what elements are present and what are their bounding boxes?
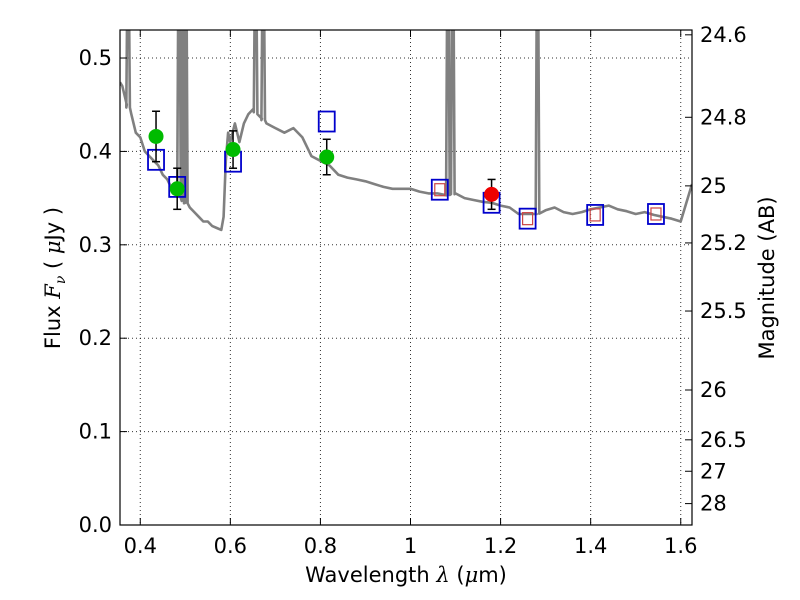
y2-tick-label: 25	[700, 174, 727, 198]
model-photometry-box	[317, 110, 336, 133]
model-photometry-inner-box	[650, 207, 662, 221]
plot-frame	[119, 29, 693, 526]
y2-tick-label: 28	[700, 492, 727, 516]
model-photometry-box	[586, 204, 605, 226]
y-tick-label: 0.2	[79, 326, 112, 350]
y2-tick-label: 25.2	[700, 231, 747, 255]
model-spectrum-line	[120, 30, 692, 232]
y2-axis-label: Magnitude (AB)	[755, 196, 779, 359]
highlighted-point	[484, 186, 500, 202]
x-tick-label: 1.2	[484, 534, 517, 558]
model-photometry-box	[647, 203, 665, 225]
y-tick-label: 0.1	[79, 420, 112, 444]
x-tick-label: 0.6	[214, 534, 247, 558]
y2-tick-label: 24.8	[700, 105, 747, 129]
observed-point	[225, 142, 241, 158]
model-photometry-box	[430, 178, 449, 201]
model-photometry-inner-box	[434, 183, 446, 197]
y2-tick-label: 26.5	[700, 428, 747, 452]
x-tick-label: 1	[404, 534, 417, 558]
y-tick-label: 0.0	[79, 513, 112, 537]
y-tick-label: 0.3	[79, 233, 112, 257]
y2-tick-label: 25.5	[700, 299, 747, 323]
ticks: 0.4 0.6 0.8 1 1.2 1.4 1.6 0.0 0.1 0.2 0.3 0.4 0.5 24.…	[79, 23, 747, 558]
y2-tick-label: 27	[700, 459, 727, 483]
y-axis-label: Flux Fν ( μJy )	[41, 207, 69, 349]
model-photometry-box	[518, 207, 537, 230]
y2-tick-label: 26	[700, 378, 727, 402]
x-axis-label: Wavelength λ (μm)	[305, 563, 507, 587]
model-photometry-inner-box	[589, 208, 601, 222]
model-photometry-inner-box	[522, 212, 534, 226]
x-tick-label: 1.6	[664, 534, 697, 558]
x-tick-label: 0.8	[304, 534, 337, 558]
observed-point	[319, 149, 335, 165]
plot-area	[120, 30, 692, 232]
x-tick-label: 0.4	[124, 534, 157, 558]
observed-point	[148, 128, 164, 144]
grid	[120, 30, 692, 526]
y-tick-label: 0.5	[79, 46, 112, 70]
y-tick-label: 0.4	[79, 139, 112, 163]
y2-tick-label: 24.6	[700, 23, 747, 47]
observed-point	[169, 181, 185, 197]
x-tick-label: 1.4	[574, 534, 607, 558]
